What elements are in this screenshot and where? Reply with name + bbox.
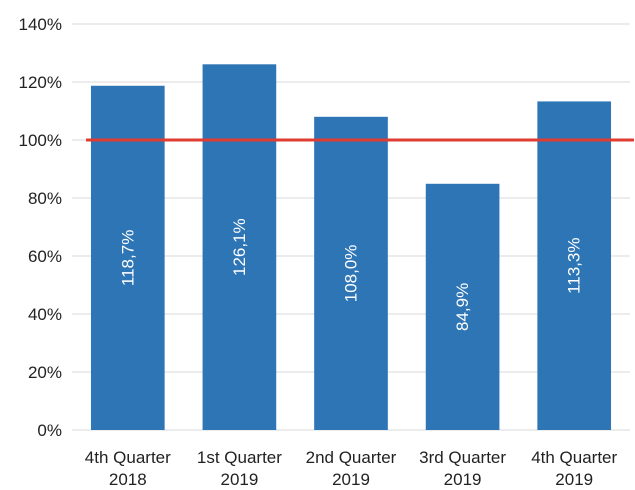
category-label-line2: 2019 — [555, 470, 593, 489]
category-label-line2: 2019 — [220, 470, 258, 489]
category-label-line1: 4th Quarter — [85, 448, 171, 467]
data-label: 84,9% — [453, 283, 472, 331]
y-tick-label: 140% — [19, 15, 62, 34]
bar — [202, 64, 277, 430]
bar — [425, 183, 500, 430]
bars: 118,7% 126,1% 108,0% 84,9% 113,3% — [90, 64, 612, 431]
x-axis-categories: 4th Quarter 2018 1st Quarter 2019 2nd Quarte… — [85, 448, 618, 489]
category-label-line2: 2018 — [109, 470, 147, 489]
category-label-line1: 1st Quarter — [197, 448, 282, 467]
category-label-line2: 2019 — [444, 470, 482, 489]
y-tick-label: 40% — [28, 305, 62, 324]
data-label: 126,1% — [230, 218, 249, 276]
y-tick-label: 80% — [28, 189, 62, 208]
bar — [314, 116, 388, 431]
bar — [537, 101, 612, 431]
bar — [90, 85, 165, 431]
category-label-line1: 4th Quarter — [531, 448, 617, 467]
category-label-line2: 2019 — [332, 470, 370, 489]
data-label: 113,3% — [565, 238, 584, 294]
y-axis-ticks: 0% 20% 40% 60% 80% 100% 120% 140% — [19, 15, 62, 440]
y-tick-label: 60% — [28, 247, 62, 266]
data-label: 118,7% — [118, 230, 137, 286]
y-tick-label: 120% — [19, 73, 62, 92]
y-tick-label: 100% — [19, 131, 62, 150]
y-tick-label: 20% — [28, 363, 62, 382]
category-label-line1: 2nd Quarter — [306, 448, 397, 467]
y-tick-label: 0% — [37, 421, 62, 440]
category-label-line1: 3rd Quarter — [419, 448, 506, 467]
data-label: 108,0% — [342, 245, 361, 303]
